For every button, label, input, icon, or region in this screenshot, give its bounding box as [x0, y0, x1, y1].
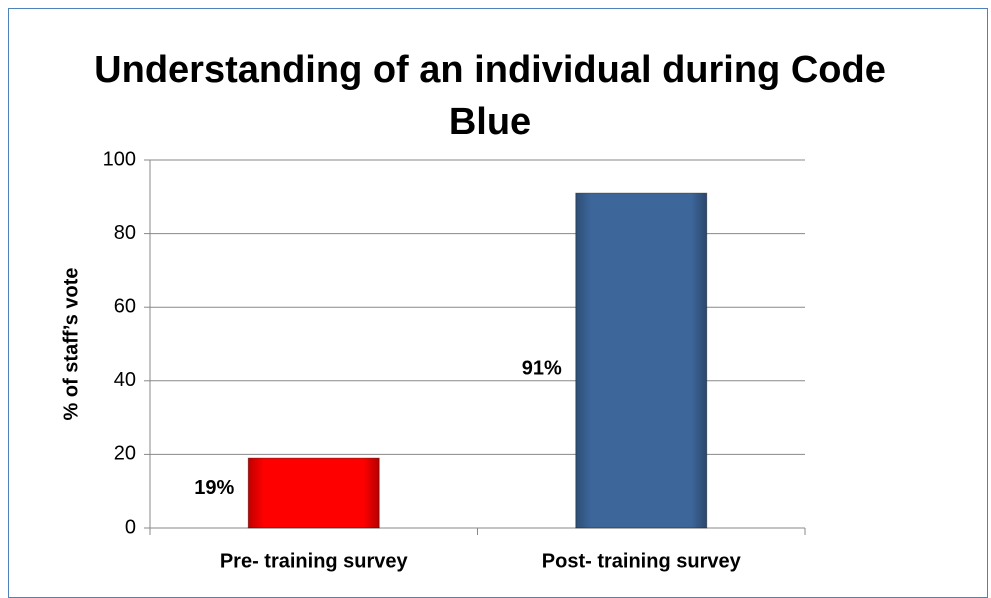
value-label: 91% [522, 358, 562, 380]
y-tick-label: 40 [114, 369, 136, 391]
chart-title: Understanding of an individual during Co… [94, 49, 886, 143]
value-label: 19% [194, 477, 234, 499]
bar-shade [248, 458, 380, 528]
y-tick-label: 60 [114, 295, 136, 317]
x-tick-label: Post- training survey [542, 550, 742, 572]
bar-shade [575, 193, 707, 528]
y-tick-label: 20 [114, 443, 136, 465]
x-tick-label: Pre- training survey [220, 550, 409, 572]
chart: % of staff’s vote 0 20 40 60 80 100 Pre- train… [60, 148, 806, 572]
y-axis-label: % of staff’s vote [60, 268, 82, 421]
page: Understanding of an individual during Co… [8, 8, 988, 598]
y-tick-label: 100 [103, 148, 136, 170]
y-tick-label: 80 [114, 222, 136, 244]
y-tick-label: 0 [125, 516, 136, 538]
